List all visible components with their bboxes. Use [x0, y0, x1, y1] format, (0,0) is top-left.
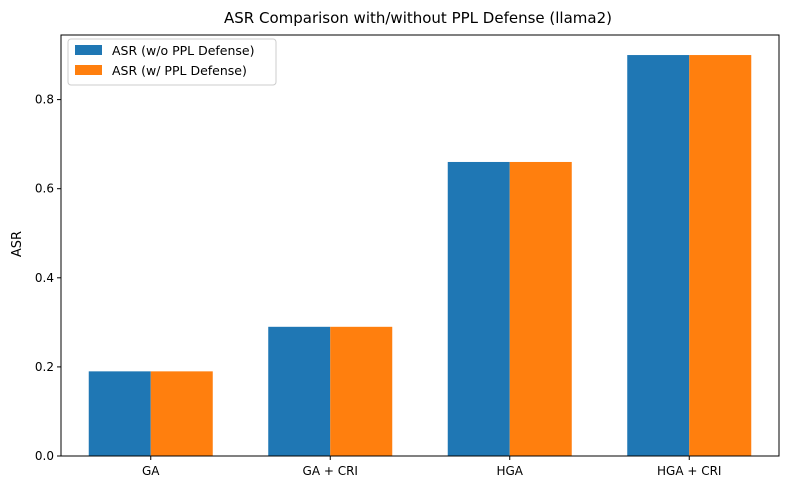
y-axis-label: ASR — [10, 231, 25, 257]
legend-label-2: ASR (w/ PPL Defense) — [112, 63, 247, 78]
plot-area: 0.0 0.2 0.4 0.6 0.8 GA GA + CRI HGA HGA + CRI — [35, 34, 780, 478]
x-tick-label-4: HGA + CRI — [657, 464, 721, 478]
x-tick-label-2: GA + CRI — [303, 464, 358, 478]
y-tick-label-3: 0.4 — [35, 271, 54, 285]
y-tick-label-2: 0.2 — [35, 360, 54, 374]
x-tick-label-1: GA — [142, 464, 160, 478]
legend-box — [67, 38, 277, 86]
bar-2-4 — [689, 55, 752, 457]
bar-2-3 — [509, 161, 572, 456]
bar-1-2 — [268, 326, 331, 456]
bar-1-4 — [627, 55, 690, 457]
bar-2-2 — [330, 326, 393, 456]
legend-label-1: ASR (w/o PPL Defense) — [112, 43, 255, 58]
plot-frame — [60, 34, 780, 457]
bar-2-1 — [150, 371, 213, 456]
bar-1-3 — [447, 161, 510, 456]
bar-1-1 — [88, 371, 151, 456]
legend: ASR (w/o PPL Defense) ASR (w/ PPL Defense… — [67, 38, 277, 86]
x-tick-label-3: HGA — [496, 464, 523, 478]
legend-swatch-1 — [75, 45, 102, 55]
y-tick-label-4: 0.6 — [35, 182, 54, 196]
y-tick-label-5: 0.8 — [35, 93, 54, 107]
y-tick-label-1: 0.0 — [35, 449, 54, 463]
legend-swatch-2 — [75, 65, 102, 75]
chart-title: ASR Comparison with/without PPL Defense … — [224, 9, 612, 27]
